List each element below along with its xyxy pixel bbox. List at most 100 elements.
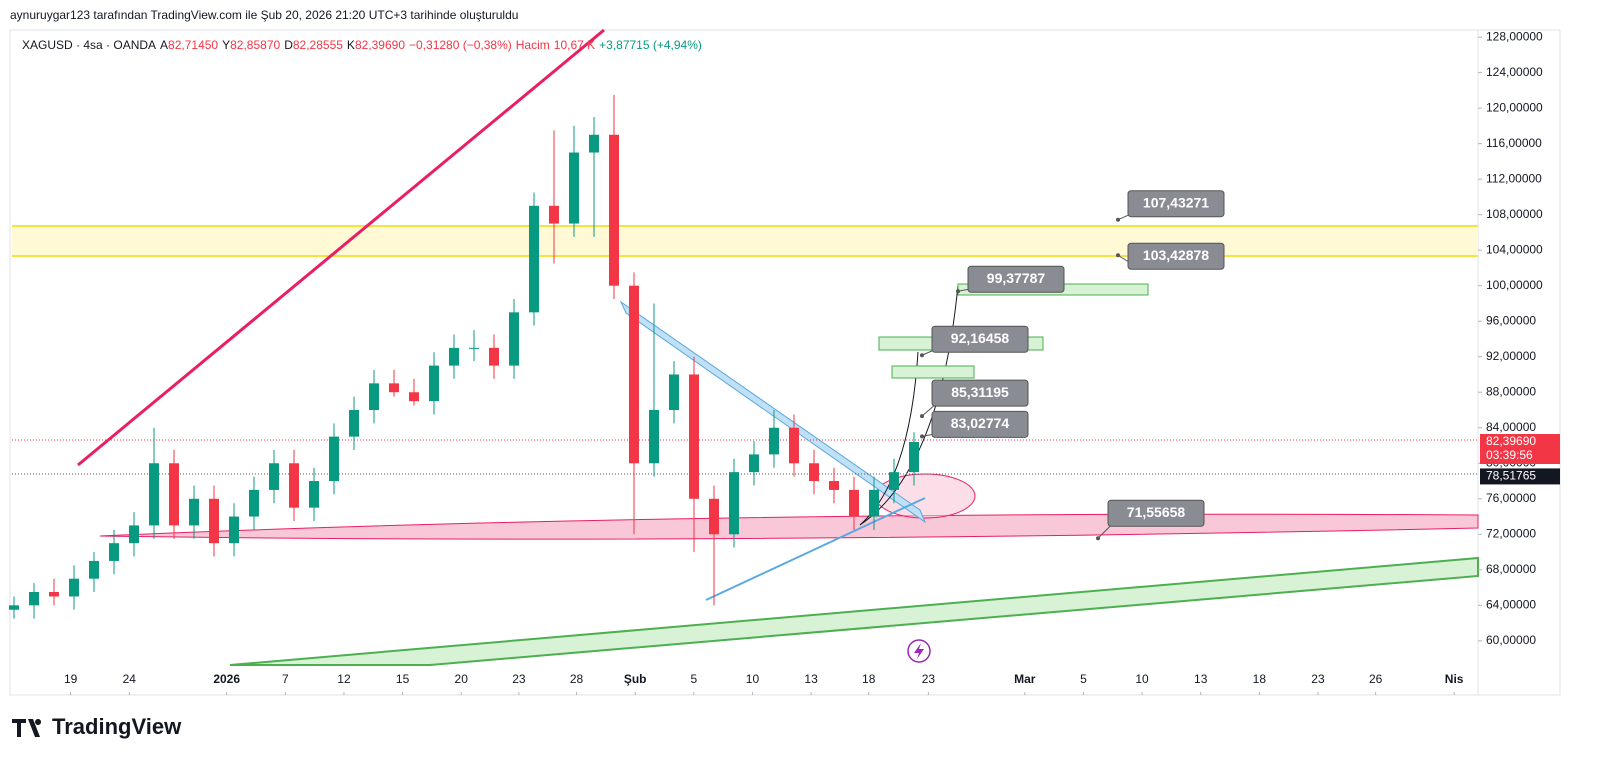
candle-body bbox=[669, 374, 679, 410]
ellipse-zone bbox=[99, 513, 1479, 540]
candle-body bbox=[169, 463, 179, 526]
x-tick-label: Şub bbox=[624, 672, 647, 686]
y-tick-label: 76,00000 bbox=[1486, 491, 1536, 505]
candle-body bbox=[649, 410, 659, 464]
callout bbox=[1107, 499, 1205, 527]
x-tick-label: 26 bbox=[1369, 672, 1383, 686]
price-label: 82,39690 bbox=[1486, 434, 1536, 448]
x-tick-label: 28 bbox=[570, 672, 584, 686]
y-tick-label: 64,00000 bbox=[1486, 597, 1536, 611]
y-tick-label: 108,00000 bbox=[1486, 207, 1543, 221]
y-tick-label: 128,00000 bbox=[1486, 29, 1543, 43]
candle-body bbox=[749, 454, 759, 473]
candle-body bbox=[629, 285, 639, 464]
candle-body bbox=[49, 592, 59, 597]
price-label: 78,51765 bbox=[1486, 469, 1536, 483]
x-tick-label: Mar bbox=[1014, 672, 1036, 686]
candle-body bbox=[109, 543, 119, 561]
candle-body bbox=[889, 472, 899, 490]
x-tick-label: 24 bbox=[123, 672, 137, 686]
candle-body bbox=[149, 463, 159, 526]
legend-item: 82,39690 bbox=[355, 38, 405, 52]
candle-body bbox=[909, 441, 919, 473]
y-tick-label: 60,00000 bbox=[1486, 633, 1536, 647]
callout-label: 99,37787 bbox=[987, 270, 1046, 286]
x-tick-label: 19 bbox=[64, 672, 78, 686]
y-tick-label: 96,00000 bbox=[1486, 313, 1536, 327]
legend-item: Y bbox=[222, 38, 230, 52]
x-tick-label: 18 bbox=[862, 672, 876, 686]
x-tick-label: 23 bbox=[922, 672, 936, 686]
logo: TradingView bbox=[12, 714, 182, 739]
legend-item: Hacim bbox=[516, 38, 550, 52]
x-tick-label: 10 bbox=[1135, 672, 1149, 686]
x-tick-label: Nis bbox=[1445, 672, 1464, 686]
candle-body bbox=[469, 347, 479, 349]
y-tick-label: 84,00000 bbox=[1486, 420, 1536, 434]
candle-body bbox=[389, 383, 399, 393]
candle-body bbox=[489, 347, 499, 366]
callout-label: 103,42878 bbox=[1143, 247, 1209, 263]
callout-dot bbox=[920, 414, 924, 419]
channel bbox=[229, 556, 1479, 666]
candle-body bbox=[29, 592, 39, 606]
x-tick-label: 23 bbox=[512, 672, 526, 686]
legend-item: 82,28555 bbox=[293, 38, 343, 52]
frame bbox=[9, 29, 1561, 696]
candle-body bbox=[549, 205, 559, 224]
y-tick-label: 68,00000 bbox=[1486, 562, 1536, 576]
legend-item: K bbox=[347, 38, 355, 52]
callout-label: 92,16458 bbox=[951, 330, 1010, 346]
candle-body bbox=[769, 427, 779, 455]
legend-item: A bbox=[160, 38, 168, 52]
callout bbox=[931, 325, 1029, 353]
callout bbox=[931, 410, 1029, 438]
x-tick-label: 5 bbox=[1080, 672, 1087, 686]
bolt bbox=[907, 639, 931, 663]
legend-item: −0,31280 (−0,38%) bbox=[409, 38, 512, 52]
target-box bbox=[891, 365, 975, 379]
legend-item: 82,85870 bbox=[230, 38, 280, 52]
x-tick-label: 12 bbox=[337, 672, 351, 686]
candle-body bbox=[189, 498, 199, 526]
y-tick-label: 112,00000 bbox=[1486, 171, 1542, 185]
x-tick-label: 20 bbox=[455, 672, 469, 686]
y-tick-label: 104,00000 bbox=[1486, 242, 1543, 256]
candle-body bbox=[729, 472, 739, 535]
y-tick-label: 120,00000 bbox=[1486, 100, 1543, 114]
candle-body bbox=[709, 498, 719, 535]
candle-body bbox=[89, 560, 99, 579]
callout-dot bbox=[920, 434, 924, 439]
trend-line bbox=[705, 497, 926, 601]
callout-dot bbox=[956, 289, 960, 294]
candle-body bbox=[609, 134, 619, 286]
y-tick-label: 88,00000 bbox=[1486, 384, 1536, 398]
candle-body bbox=[289, 463, 299, 508]
candle-body bbox=[449, 347, 459, 366]
candle-body bbox=[849, 489, 859, 517]
zone bbox=[12, 226, 1478, 256]
candle-body bbox=[69, 578, 79, 597]
price-label-bg bbox=[1480, 433, 1560, 464]
callout-dot bbox=[1116, 217, 1120, 222]
candle-body bbox=[309, 481, 319, 508]
x-tick-label: 13 bbox=[804, 672, 818, 686]
candle-body bbox=[269, 463, 279, 490]
candle-body bbox=[429, 365, 439, 402]
legend: XAGUSD · 4sa · OANDA A82,71450 Y82,85870 D8… bbox=[22, 38, 702, 52]
candle-body bbox=[129, 525, 139, 544]
candle-body bbox=[369, 383, 379, 410]
x-tick-label: 15 bbox=[396, 672, 410, 686]
legend-item: 10,67 K bbox=[554, 38, 595, 52]
trend-line bbox=[77, 28, 605, 467]
legend-item: 82,71450 bbox=[168, 38, 218, 52]
channel-down bbox=[619, 300, 927, 524]
candle-body bbox=[329, 436, 339, 482]
x-tick-label: 2026 bbox=[213, 672, 240, 686]
callout bbox=[931, 379, 1029, 407]
candle-body bbox=[829, 481, 839, 490]
callout-dot bbox=[1116, 253, 1120, 258]
y-tick-label: 92,00000 bbox=[1486, 349, 1536, 363]
